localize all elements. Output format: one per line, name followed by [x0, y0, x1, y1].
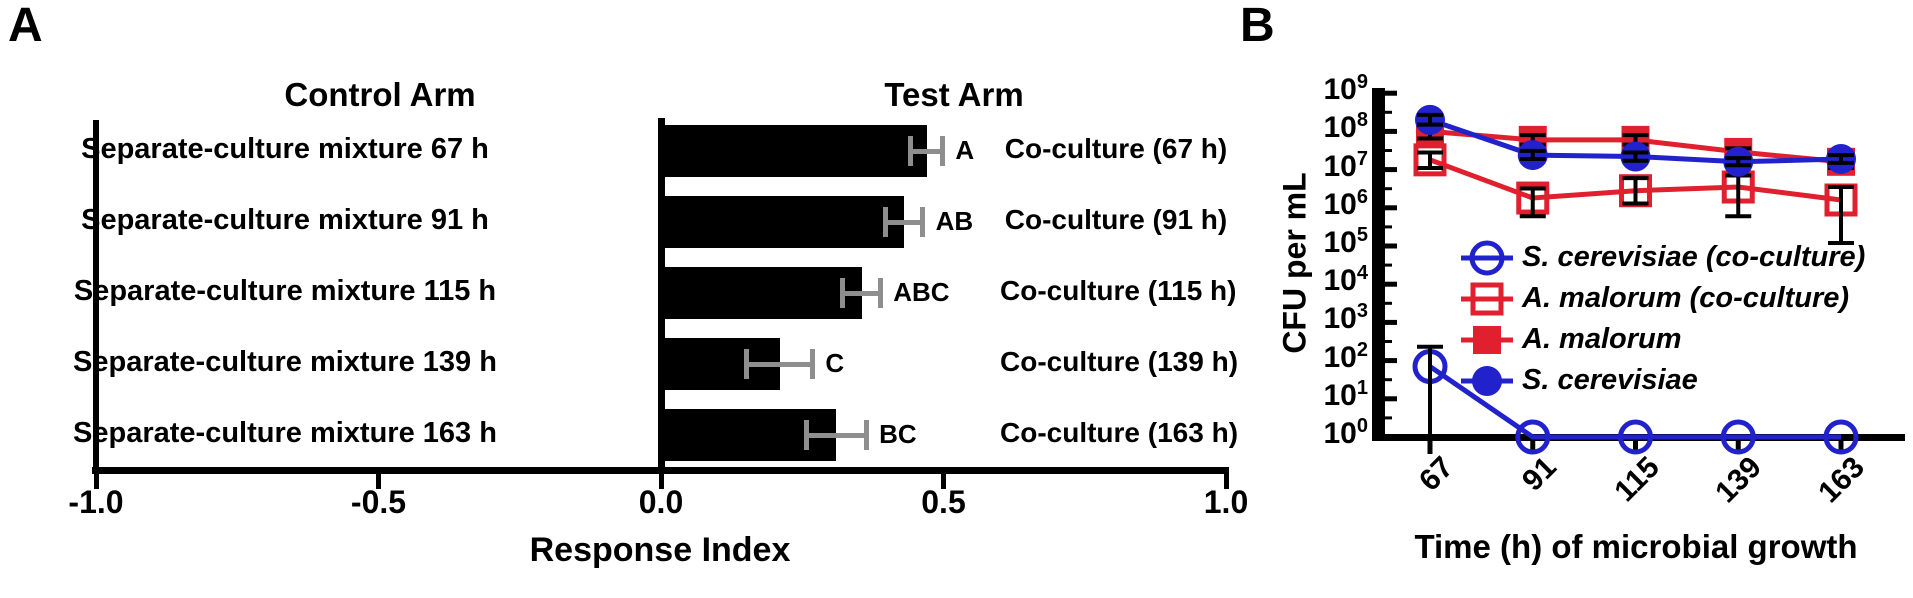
open-circle-marker	[1823, 419, 1859, 455]
y-minor-tick	[1385, 416, 1392, 420]
error-bar-cap-right	[920, 207, 926, 237]
x-tick-mark	[1530, 441, 1536, 454]
open-circle-marker	[1720, 419, 1756, 455]
x-tick-mark	[658, 470, 664, 489]
time-axis-title: Time (h) of microbial growth	[1414, 528, 1858, 565]
test-arm-label: Co-culture (91 h)	[1004, 204, 1228, 235]
y-major-tick	[1385, 319, 1397, 325]
x-tick-mark	[1223, 470, 1229, 489]
y-minor-tick	[1385, 263, 1392, 267]
error-bar-cap-right	[877, 278, 883, 308]
error-bar-line	[842, 290, 881, 296]
y-major-tick	[1385, 243, 1397, 249]
x-tick-mark	[376, 470, 381, 489]
y-major-tick	[1385, 167, 1397, 173]
x-tick-label: 0.0	[638, 484, 684, 520]
y-major-tick	[1385, 128, 1397, 134]
x-tick-mark	[1427, 441, 1433, 454]
y-minor-tick	[1385, 110, 1392, 114]
error-bar-cap-left	[744, 349, 750, 379]
filled-circle-marker	[1472, 366, 1502, 396]
error-bar-line	[885, 219, 923, 225]
series-line	[1428, 364, 1841, 440]
error-bar-line	[910, 148, 943, 154]
control-arm-label: Separate-culture mixture 115 h	[73, 275, 497, 307]
y-major-tick	[1385, 281, 1397, 287]
open-circle-marker	[1515, 419, 1551, 455]
y-minor-tick	[1385, 340, 1392, 343]
test-arm-label: Co-culture (67 h)	[1004, 133, 1228, 164]
error-bar-cap-right	[809, 349, 815, 379]
response-bar	[661, 125, 927, 177]
filled-square-marker	[1473, 326, 1501, 354]
error-bar-cap-left	[803, 420, 809, 450]
error-bar-cap-right	[863, 420, 869, 450]
test-arm-title: Test Arm	[884, 76, 1024, 113]
error-bar-cap-right	[939, 136, 945, 166]
significance-label: C	[825, 348, 845, 378]
y-major-tick	[1385, 434, 1397, 440]
y-minor-tick	[1385, 378, 1392, 382]
significance-label: BC	[879, 419, 917, 449]
error-bar-line	[746, 361, 813, 367]
test-arm-label: Co-culture (139 h)	[1000, 346, 1239, 377]
x-tick-mark	[941, 470, 946, 489]
error-bar-cap-left	[908, 136, 914, 166]
response-index-axis-title: Response Index	[529, 531, 791, 569]
y-minor-tick	[1385, 225, 1392, 229]
error-bar-cap-left	[840, 278, 846, 308]
panel-a-bar-chart: -1.0 -0.5 0.0 0.5 1.0 Separate-culture mixtur…	[68, 118, 1249, 520]
panel-a-label: A	[8, 0, 43, 52]
open-circle-marker	[1469, 240, 1505, 276]
x-tick-label: -0.5	[350, 484, 407, 520]
y-axis-spine	[1372, 88, 1385, 441]
y-minor-tick	[1385, 187, 1392, 191]
error-bar-cap-left	[882, 207, 888, 237]
significance-label: AB	[935, 206, 974, 236]
test-arm-label: Co-culture (163 h)	[1000, 417, 1239, 448]
open-circle-marker	[1618, 419, 1653, 455]
y-minor-tick	[1385, 149, 1392, 152]
panel-b-label: B	[1240, 0, 1275, 52]
x-tick-label: -1.0	[68, 484, 124, 520]
x-tick-label: 0.5	[921, 484, 966, 520]
significance-label: ABC	[893, 277, 950, 307]
y-major-tick	[1385, 90, 1397, 96]
open-square-marker	[1413, 143, 1447, 177]
test-arm-label: Co-culture (115 h)	[1000, 275, 1237, 306]
cfu-axis-title: CFU per mL	[1276, 172, 1313, 354]
panel-a-left-frame	[93, 120, 99, 473]
control-arm-label: Separate-culture mixture 163 h	[73, 417, 497, 449]
y-major-tick	[1385, 396, 1397, 402]
error-bar-line	[806, 432, 867, 438]
control-arm-title: Control Arm	[284, 76, 476, 113]
control-arm-label: Separate-culture mixture 67 h	[81, 133, 489, 165]
x-tick-mark	[1633, 441, 1638, 454]
y-major-tick	[1385, 205, 1397, 211]
significance-label: A	[955, 135, 975, 165]
x-tick-mark	[1838, 441, 1844, 454]
response-bar	[661, 196, 904, 248]
x-tick-mark	[93, 470, 99, 489]
control-arm-label: Separate-culture mixture 91 h	[81, 204, 489, 236]
x-tick-label: 1.0	[1203, 484, 1249, 520]
y-minor-tick	[1385, 301, 1392, 305]
response-bar	[661, 267, 862, 319]
y-major-tick	[1385, 358, 1397, 364]
open-square-marker	[1470, 282, 1504, 316]
control-arm-label: Separate-culture mixture 139 h	[73, 346, 497, 378]
x-tick-mark	[1735, 441, 1741, 454]
